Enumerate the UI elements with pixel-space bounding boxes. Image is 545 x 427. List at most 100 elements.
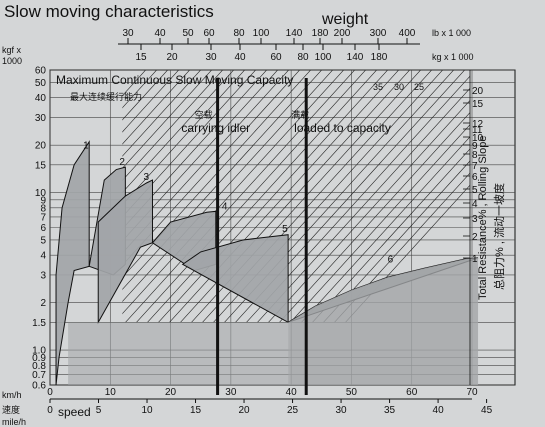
right-axis-tick-label: 10 <box>472 133 484 144</box>
x-kmh-tick-label: 20 <box>165 387 177 398</box>
y-tick-label: 1.5 <box>32 318 46 329</box>
x-mph-tick-label: 5 <box>96 405 102 416</box>
chart-title: Slow moving characteristics <box>4 2 214 21</box>
gear-area-5 <box>181 234 289 324</box>
y-tick-label: 15 <box>35 160 47 171</box>
y-tick-label: 40 <box>35 93 47 104</box>
weight-lb-tick-label: 200 <box>334 28 351 39</box>
right-axis-tick-label: 8 <box>472 150 478 161</box>
y-tick-label: 6 <box>40 223 46 234</box>
weight-kg-tick-label: 140 <box>347 52 364 63</box>
y-tick-label: 10 <box>35 188 47 199</box>
weight-lb-tick-label: 300 <box>370 28 387 39</box>
gear-area-3 <box>97 179 153 325</box>
y-tick-label: 20 <box>35 141 47 152</box>
slope-line <box>224 70 455 323</box>
slope-line <box>125 70 356 323</box>
right-axis-tick-label: 4 <box>472 199 478 210</box>
y-tick-label: 1.0 <box>32 346 46 357</box>
weight-kg-tick-label: 20 <box>166 52 178 63</box>
gear-label-6: 6 <box>388 254 394 265</box>
weight-label: weight <box>322 11 369 28</box>
right-axis-tick-label: 15 <box>472 99 484 110</box>
inner-title-cn: 最大连续缓行能力 <box>70 91 142 102</box>
gear-label-1: 1 <box>83 141 89 152</box>
slope-line <box>122 70 334 302</box>
low-speed-base <box>68 322 289 385</box>
y-tick-label: 60 <box>35 66 47 77</box>
x-mph-tick-label: 15 <box>190 405 202 416</box>
weight-lb-tick-label: 180 <box>312 28 329 39</box>
x-kmh-tick-label: 50 <box>346 387 358 398</box>
weight-lb-tick-label: 80 <box>233 28 245 39</box>
slope-line <box>169 70 400 323</box>
annotation-idle-en: carrying idler <box>181 121 250 135</box>
annotation-idle-cn: 空载 <box>195 109 213 120</box>
y-tick-label: 8 <box>40 203 46 214</box>
x-mph-tick-label: 20 <box>238 405 250 416</box>
weight-kg-tick-label: 15 <box>135 52 147 63</box>
annotation-loaded-en: loaded to capacity <box>294 121 391 135</box>
slope-line <box>122 70 290 254</box>
y-tick-label: 0.7 <box>32 370 46 381</box>
gear-area-1 <box>55 140 90 386</box>
gear-label-4: 4 <box>222 202 228 213</box>
x-mph-tick-label: 0 <box>47 405 53 416</box>
gear-label-5: 5 <box>282 224 288 235</box>
weight-lb-tick-label: 40 <box>154 28 166 39</box>
x-mph-tick-label: 35 <box>384 405 396 416</box>
right-axis-label-en: Total Resistance% , Rolling Slope <box>477 136 489 300</box>
slope-line <box>213 70 444 323</box>
y-tick-label: 9 <box>40 195 46 206</box>
right-axis-tick-label: 6 <box>472 172 478 183</box>
x-kmh-tick-label: 30 <box>225 387 237 398</box>
right-axis-tick-label: 2 <box>472 232 478 243</box>
x-mph-tick-label: 30 <box>335 405 347 416</box>
y-tick-label: 5 <box>40 235 46 246</box>
slope-line <box>147 70 378 323</box>
slope-line <box>122 70 279 242</box>
slope-top-label: 35 <box>373 82 383 92</box>
speed-label: speed <box>58 405 91 419</box>
weight-kg-tick-label: 80 <box>297 52 309 63</box>
y-tick-label: 7 <box>40 212 46 223</box>
weight-kg-tick-label: 100 <box>315 52 332 63</box>
x-mph-tick-label: 40 <box>433 405 445 416</box>
y-tick-label: 0.8 <box>32 361 46 372</box>
weight-lb-tick-label: 50 <box>182 28 194 39</box>
x-mph-tick-label: 45 <box>481 405 493 416</box>
inner-title-en: Maximum Continuous Slow Moving Capacity <box>56 73 293 87</box>
x-mph-cn: 速度 <box>2 404 20 415</box>
y-tick-label: 30 <box>35 113 47 124</box>
weight-lb-tick-label: 140 <box>286 28 303 39</box>
right-axis-tick-label: 9 <box>472 141 478 152</box>
right-axis-tick-label: 7 <box>472 161 478 172</box>
slope-top-label: 30 <box>394 82 404 92</box>
weight-lb-unit: lb x 1 000 <box>432 28 471 38</box>
slope-line <box>235 70 466 323</box>
slope-line <box>122 70 345 315</box>
y-tick-label: 50 <box>35 78 47 89</box>
slope-line <box>122 70 312 278</box>
weight-lb-tick-label: 100 <box>253 28 270 39</box>
right-axis-tick-label: 11 <box>472 125 483 136</box>
weight-lb-tick-label: 60 <box>203 28 215 39</box>
x-mph-unit: mile/h <box>2 417 26 427</box>
right-axis-tick-label: 5 <box>472 185 478 196</box>
right-axis-tick-label: 12 <box>472 119 484 130</box>
x-kmh-tick-label: 10 <box>105 387 117 398</box>
right-axis-tick-label: 1 <box>472 254 478 265</box>
weight-kg-tick-label: 180 <box>371 52 388 63</box>
weight-kg-tick-label: 30 <box>205 52 217 63</box>
weight-lb-tick-label: 400 <box>399 28 416 39</box>
slope-line <box>122 70 268 230</box>
weight-lb-tick-label: 30 <box>122 28 134 39</box>
slope-line <box>180 70 411 323</box>
x-kmh-tick-label: 40 <box>286 387 298 398</box>
x-mph-tick-label: 10 <box>141 405 153 416</box>
x-kmh-tick-label: 0 <box>47 387 53 398</box>
weight-kg-tick-label: 60 <box>270 52 282 63</box>
x-kmh-unit: km/h <box>2 390 22 400</box>
slope-top-label: 25 <box>414 82 424 92</box>
